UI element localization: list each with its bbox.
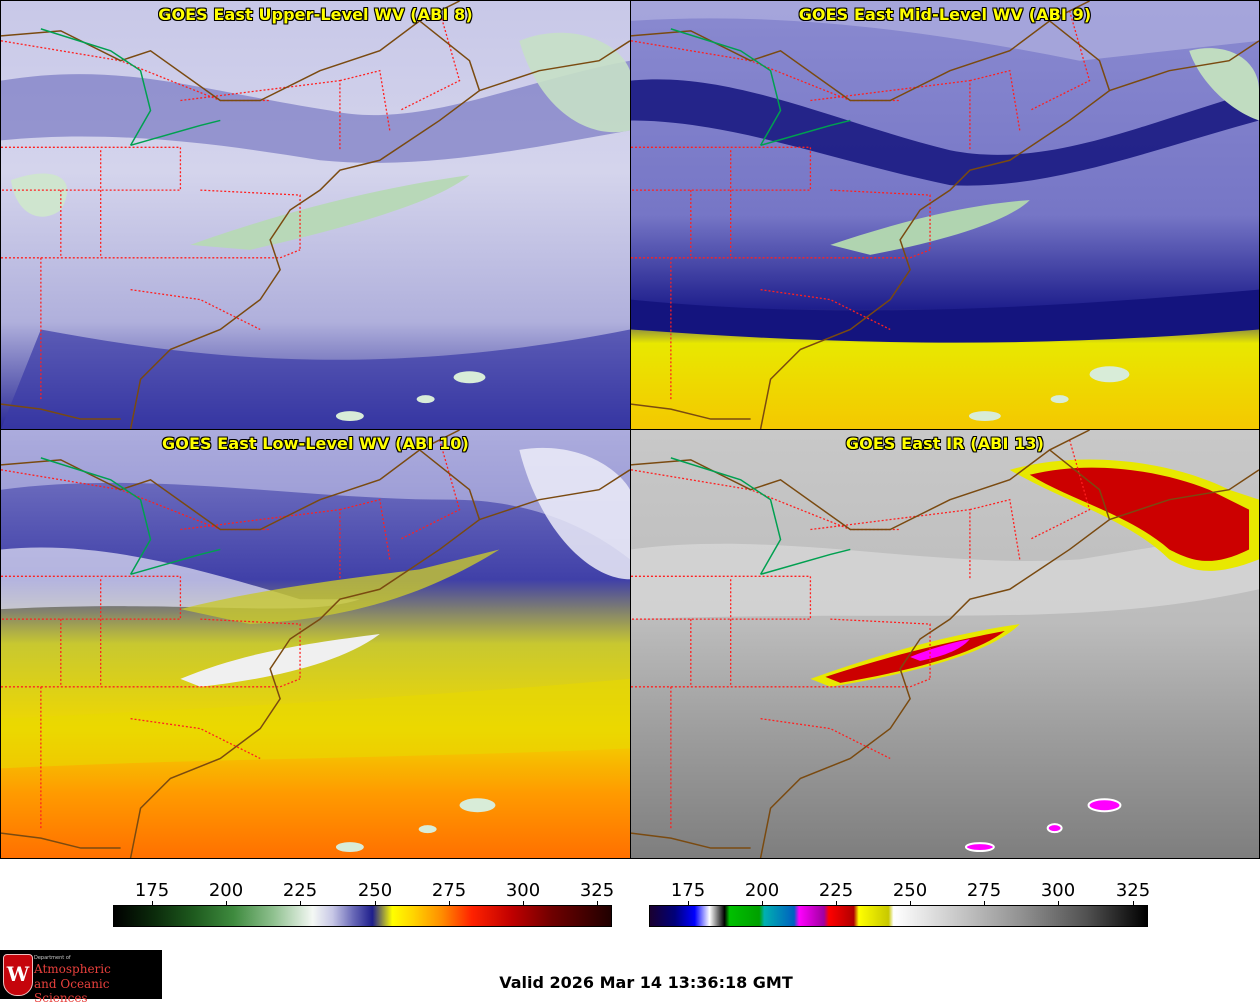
colorbar-tick-label: 200 <box>208 880 244 901</box>
valid-time: Valid 2026 Mar 14 13:36:18 GMT <box>499 973 793 992</box>
colorbar-tick-label: 225 <box>282 880 318 901</box>
colorbar-tick-label: 325 <box>1115 880 1151 901</box>
wv-colorbar: 175 200 225 250 275 300 325 <box>113 880 614 928</box>
colorbar-tick-mark <box>523 901 524 906</box>
mid-level-wv-panel: GOES East Mid-Level WV (ABI 9) <box>630 0 1260 430</box>
aos-logo[interactable]: W Department of Atmospheric and Oceanic … <box>0 950 162 1005</box>
ir-panel: GOES East IR (ABI 13) <box>630 429 1260 859</box>
colorbar-tick-mark <box>300 901 301 906</box>
colorbar-tick-label: 200 <box>744 880 780 901</box>
colorbar-tick-label: 325 <box>579 880 615 901</box>
colorbar-tick-label: 175 <box>134 880 170 901</box>
colorbar-tick-mark <box>688 901 689 906</box>
colorbar-tick-mark <box>984 901 985 906</box>
colorbar-tick-label: 225 <box>818 880 854 901</box>
logo-line1: Atmospheric <box>34 962 111 976</box>
colorbar-tick-mark <box>449 901 450 906</box>
colorbar-tick-mark <box>910 901 911 906</box>
ir-colorbar: 175 200 225 250 275 300 325 <box>649 880 1150 928</box>
logo-line2: and Oceanic Sciences <box>34 977 110 1005</box>
colorbar-tick-mark <box>152 901 153 906</box>
colorbar-tick-mark <box>597 901 598 906</box>
low-level-wv-panel: GOES East Low-Level WV (ABI 10) <box>0 429 631 859</box>
colorbar-tick-label: 275 <box>966 880 1002 901</box>
panel-title: GOES East Upper-Level WV (ABI 8) <box>158 5 473 24</box>
colorbar-tick-label: 250 <box>357 880 393 901</box>
colorbar-tick-mark <box>762 901 763 906</box>
colorbar-tick-label: 300 <box>1040 880 1076 901</box>
uw-crest-icon: W <box>3 954 33 996</box>
colorbar-tick-label: 250 <box>892 880 928 901</box>
panel-title: GOES East Low-Level WV (ABI 10) <box>162 434 469 453</box>
upper-level-wv-image <box>1 1 630 429</box>
upper-level-wv-panel: GOES East Upper-Level WV (ABI 8) <box>0 0 631 430</box>
colorbar-tick-mark <box>1058 901 1059 906</box>
colorbar-tick-mark <box>375 901 376 906</box>
logo-dept: Department of <box>34 955 71 961</box>
ir-image <box>631 430 1259 858</box>
panel-title: GOES East Mid-Level WV (ABI 9) <box>798 5 1092 24</box>
colorbar-tick-label: 175 <box>670 880 706 901</box>
low-level-wv-image <box>1 430 630 858</box>
colorbar-tick-label: 300 <box>505 880 541 901</box>
colorbar-tick-mark <box>226 901 227 906</box>
wv-colorbar-gradient <box>113 905 612 927</box>
ir-colorbar-gradient <box>649 905 1148 927</box>
colorbar-tick-mark <box>836 901 837 906</box>
colorbar-tick-mark <box>1133 901 1134 906</box>
colorbar-tick-label: 275 <box>431 880 467 901</box>
panel-title: GOES East IR (ABI 13) <box>845 434 1045 453</box>
mid-level-wv-image <box>631 1 1259 429</box>
